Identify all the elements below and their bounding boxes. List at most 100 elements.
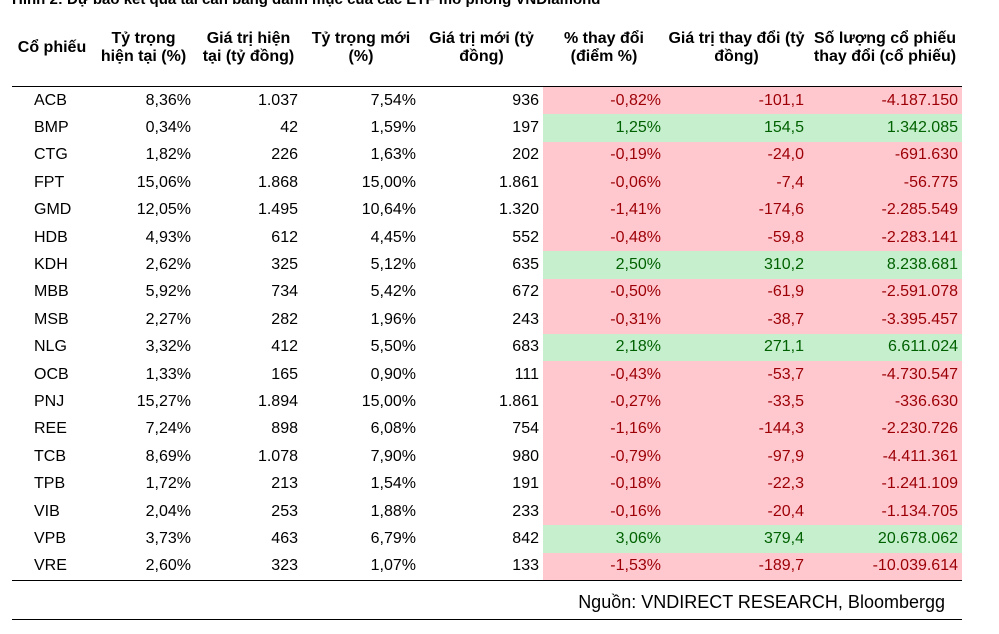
cell: 612 (271, 228, 298, 246)
cell: 463 (271, 529, 298, 547)
row: KDH 2,62% 325 5,12% 635 2,50% 310,2 8.238.681 (12, 251, 962, 279)
header-cell: % thay đổi (điểm %) (543, 10, 665, 87)
cell: -0,19% (543, 141, 665, 170)
cell: KDH (34, 256, 68, 274)
cell: 191 (512, 475, 539, 493)
cell: -7,4 (665, 169, 808, 197)
cell: 936 (512, 91, 539, 109)
cell: 1,07% (302, 552, 420, 582)
cell: 1,33% (145, 365, 191, 383)
cell: 5,12% (370, 256, 416, 274)
cell: 111 (514, 365, 539, 383)
cell: 754 (512, 420, 539, 438)
cell: 0,34% (145, 119, 191, 137)
cell: 4,45% (370, 228, 416, 246)
header-cell: Giá trị thay đổi (tỷ đồng) (665, 10, 808, 87)
cell: 1.868 (257, 173, 298, 191)
cell: ACB (34, 91, 67, 109)
cell: -174,6 (665, 196, 808, 224)
cell: -3.395.457 (808, 306, 962, 334)
row: NLG 3,32% 412 5,50% 683 2,18% 271,1 6.611.024 (12, 333, 962, 361)
header-row: Cổ phiếu Tỷ trọng hiện tại (%) Giá trị hiệ… (12, 10, 962, 87)
cell: -1.134.705 (808, 497, 962, 526)
cell: BMP (34, 119, 69, 137)
cell: 4,93% (145, 228, 191, 246)
cell: 8.238.681 (808, 251, 962, 279)
cell: 1.037 (257, 91, 298, 109)
cell: -189,7 (665, 552, 808, 582)
cell: 898 (271, 420, 298, 438)
cell: 7,54% (370, 91, 416, 109)
table: Cổ phiếu Tỷ trọng hiện tại (%) Giá trị hiệ… (12, 10, 962, 582)
cell: 552 (512, 228, 539, 246)
cell: 1.320 (498, 201, 539, 219)
row: FPT 15,06% 1.868 15,00% 1.861 -0,06% -7,4 -56.7… (12, 169, 962, 197)
cell: -2.283.141 (808, 223, 962, 252)
row: TCB 8,69% 1.078 7,90% 980 -0,79% -97,9 -4.411.3… (12, 443, 962, 471)
row: REE 7,24% 898 6,08% 754 -1,16% -144,3 -2.230.72… (12, 415, 962, 444)
cell: 1.861 (498, 392, 539, 410)
cell: 8,36% (145, 91, 191, 109)
cell: 379,4 (665, 525, 808, 553)
cell: FPT (34, 173, 65, 191)
header-cell: Giá trị mới (tỷ đồng) (420, 10, 543, 87)
cell: -144,3 (665, 415, 808, 444)
cell: 635 (512, 256, 539, 274)
cell: 20.678.062 (808, 525, 962, 553)
cell: 6,79% (370, 529, 416, 547)
cell: 1,63% (370, 146, 416, 164)
cell: -2.230.726 (808, 415, 962, 444)
row: OCB 1,33% 165 0,90% 111 -0,43% -53,7 -4.730.547 (12, 360, 962, 389)
cell: 10,64% (361, 201, 416, 219)
cell: 1.861 (498, 173, 539, 191)
cell: 2,18% (543, 333, 665, 361)
cell: 3,32% (145, 338, 191, 356)
cell: 2,50% (543, 251, 665, 279)
cell: GMD (34, 201, 72, 219)
cell: -0,18% (543, 470, 665, 498)
cell: 7,90% (370, 447, 416, 465)
cell: 7,24% (145, 420, 191, 438)
cell: 1,59% (370, 119, 416, 137)
cell: 1,72% (145, 475, 191, 493)
cell: 2,04% (145, 502, 191, 520)
cell: 15,06% (136, 173, 191, 191)
table-body: ACB 8,36% 1.037 7,54% 936 -0,82% -101,1 -4.187.… (12, 86, 962, 582)
row: VIB 2,04% 253 1,88% 233 -0,16% -20,4 -1.134.705 (12, 497, 962, 526)
cell: 6,08% (370, 420, 416, 438)
cell: 323 (195, 552, 302, 582)
cell: OCB (34, 365, 69, 383)
cell: -1,53% (543, 552, 665, 582)
source: Nguồn: VNDIRECT RESEARCH, Bloombergg (578, 592, 945, 612)
cell: 197 (512, 119, 539, 137)
cell: 734 (271, 283, 298, 301)
cell: 5,92% (145, 283, 191, 301)
cell: 325 (271, 256, 298, 274)
cell: 0,90% (370, 365, 416, 383)
table-wrap: Cổ phiếu Tỷ trọng hiện tại (%) Giá trị hiệ… (12, 10, 962, 582)
cell: -1.241.109 (808, 470, 962, 498)
row: BMP 0,34% 42 1,59% 197 1,25% 154,5 1.342.085 (12, 114, 962, 142)
cell: -0,27% (543, 388, 665, 416)
header-cell: Tỷ trọng mới (%) (302, 10, 420, 87)
cell: NLG (34, 338, 67, 356)
cell: -20,4 (665, 497, 808, 526)
cell: VPB (34, 529, 67, 547)
caption: Hình 2: Dự báo kết quả tái cân bằng danh… (12, 0, 600, 8)
cell: 980 (512, 447, 539, 465)
cell: 1.078 (257, 447, 298, 465)
cell: 133 (420, 552, 543, 582)
row: MSB 2,27% 282 1,96% 243 -0,31% -38,7 -3.395.457 (12, 306, 962, 334)
cell: -97,9 (665, 443, 808, 471)
cell: -336.630 (808, 388, 962, 416)
cell: -691.630 (808, 141, 962, 170)
cell: -61,9 (665, 278, 808, 307)
cell: -101,1 (665, 86, 808, 115)
cell: 1,88% (370, 502, 416, 520)
cell: 282 (271, 310, 298, 328)
cell: 42 (280, 119, 298, 137)
header-cell: Tỷ trọng hiện tại (%) (92, 10, 195, 87)
cell: 1.342.085 (808, 114, 962, 142)
row: HDB 4,93% 612 4,45% 552 -0,48% -59,8 -2.283.141 (12, 223, 962, 252)
